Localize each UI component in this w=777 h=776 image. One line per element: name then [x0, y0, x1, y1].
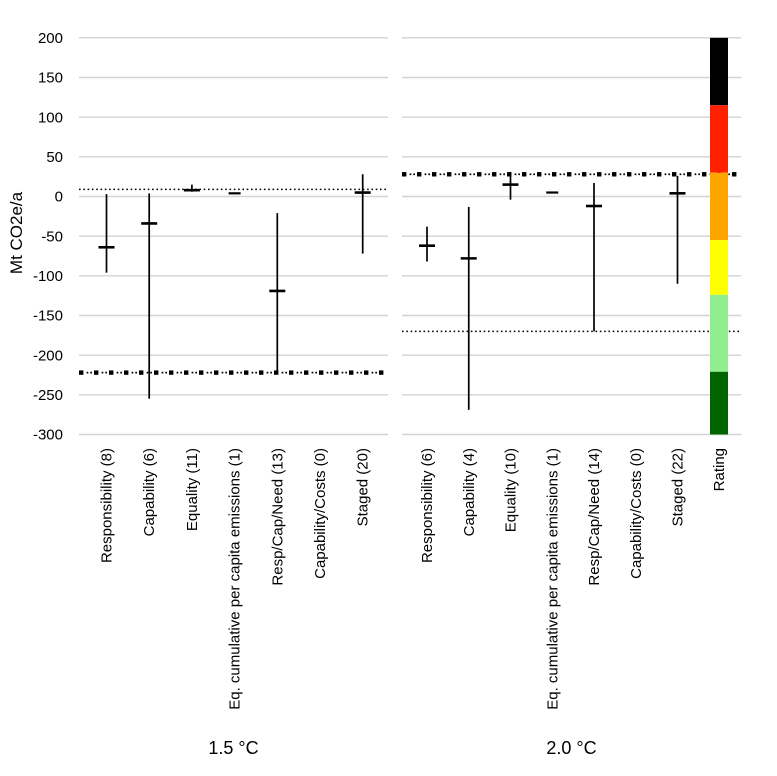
y-axis-title: Mt CO2e/a: [7, 191, 26, 274]
p2-category-label-capability-4: Capability (4): [461, 448, 478, 536]
panel-title-1-5c: 1.5 °C: [208, 738, 258, 758]
p1-errorbar-equality-11: [183, 184, 200, 192]
rating-segment-red: [710, 105, 728, 173]
y-tick-label-150: 150: [38, 70, 63, 87]
p1-category-label-responsibility-8: Responsibility (8): [99, 448, 116, 563]
p1-category-label-capability-6: Capability (6): [141, 448, 158, 536]
y-tick-label-0: 0: [55, 189, 63, 206]
p2-category-label-eq-cumulative-per-capita-emissions-1: Eq. cumulative per capita emissions (1): [544, 448, 561, 710]
p2-category-label-capability-costs-0: Capability/Costs (0): [628, 448, 645, 579]
y-tick-label--250: -250: [33, 387, 63, 404]
rating-segment-dark-green: [710, 371, 728, 435]
y-tick-label--100: -100: [33, 268, 63, 285]
p2-errorbar-capability-4: [460, 206, 477, 410]
p1-category-label-staged-20: Staged (20): [355, 448, 372, 526]
p1-errorbar-capability-6: [141, 193, 158, 399]
y-tick-label--200: -200: [33, 347, 63, 364]
p1-category-label-eq-cumulative-per-capita-emissions-1: Eq. cumulative per capita emissions (1): [227, 448, 244, 710]
rating-colorbar: [710, 37, 728, 435]
p1-errorbar-staged-20: [354, 174, 371, 254]
p1-errorbar-responsibility-8: [98, 194, 115, 273]
rating-segment-yellow: [710, 240, 728, 295]
category-labels: Responsibility (8) Capability (6) Equality…: [99, 448, 687, 710]
y-tick-label-100: 100: [38, 109, 63, 126]
p2-category-label-staged-22: Staged (22): [670, 448, 687, 526]
y-tick-label--50: -50: [41, 228, 63, 245]
rating-segment-orange: [710, 172, 728, 241]
rating-segment-light-green: [710, 294, 728, 372]
p2-errorbar-resp-cap-need-14: [586, 183, 602, 332]
p1-category-label-equality-11: Equality (11): [184, 448, 201, 531]
reference-lines: [79, 172, 741, 375]
panel-title-2-0c: 2.0 °C: [546, 738, 596, 758]
y-tick-label--300: -300: [33, 427, 63, 444]
p2-reference-line-dash-dot: [402, 172, 737, 177]
y-tick-label-50: 50: [46, 149, 63, 166]
p2-category-label-responsibility-6: Responsibility (6): [419, 448, 436, 563]
p1-category-label-capability-costs-0: Capability/Costs (0): [312, 448, 329, 579]
p1-errorbar-resp-cap-need-13: [269, 213, 286, 373]
p2-errorbar-responsibility-6: [419, 226, 435, 262]
p1-reference-line-dash-dot: [79, 370, 384, 375]
y-tick-label-200: 200: [38, 30, 63, 47]
gridlines: [79, 37, 741, 436]
p2-category-label-resp-cap-need-14: Resp/Cap/Need (14): [586, 448, 603, 586]
p2-category-label-equality-10: Equality (10): [503, 448, 520, 532]
rating-segment-black: [710, 37, 728, 106]
p2-errorbar-staged-22: [669, 175, 686, 284]
y-axis-tick-labels: 200 150 100 50 0 -50 -100 -150 -200 -250 -300: [33, 30, 63, 444]
p1-category-label-resp-cap-need-13: Resp/Cap/Need (13): [269, 448, 286, 586]
rating-axis-label: Rating: [711, 448, 728, 491]
y-tick-label--150: -150: [33, 308, 63, 325]
p2-errorbar-equality-10: [502, 171, 519, 200]
series-markers: [98, 171, 686, 410]
